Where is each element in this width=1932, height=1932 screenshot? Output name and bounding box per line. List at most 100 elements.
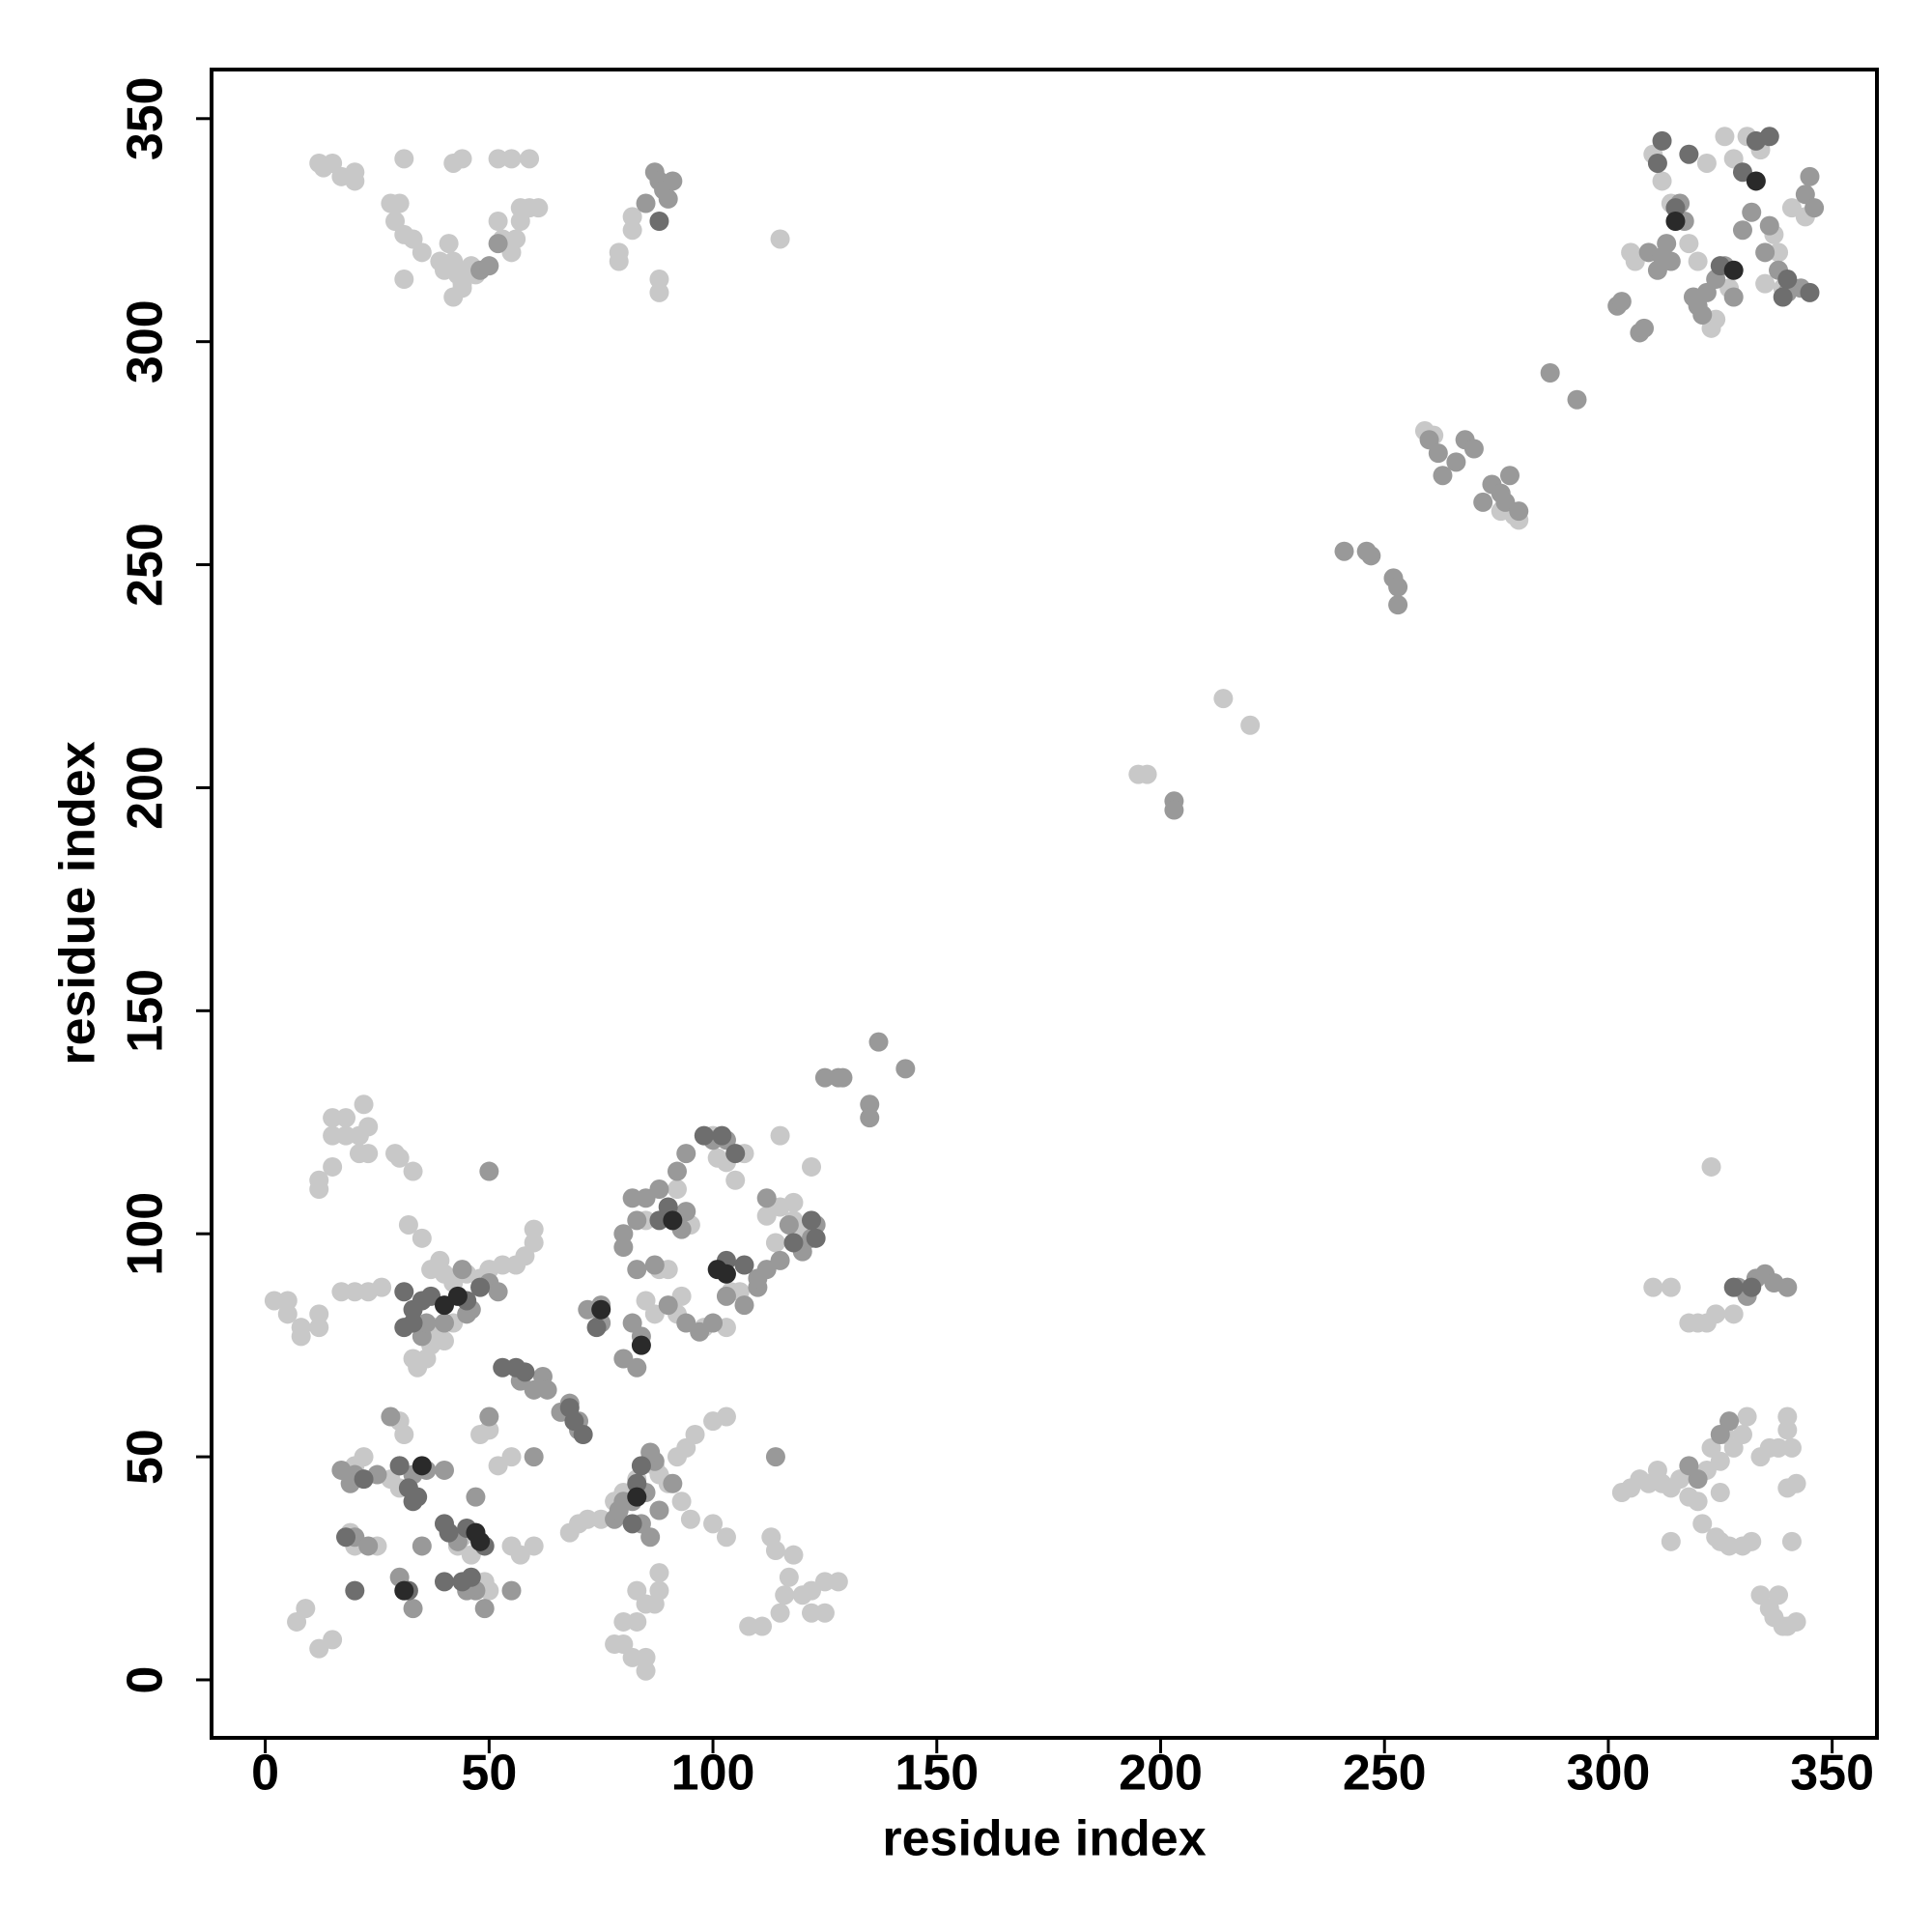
point <box>1777 1277 1798 1297</box>
point <box>1164 800 1184 820</box>
point <box>354 1469 374 1490</box>
point <box>765 1447 785 1467</box>
point <box>398 1214 418 1235</box>
point <box>627 1473 647 1493</box>
point <box>613 1237 634 1258</box>
point <box>783 1233 804 1253</box>
point <box>524 1447 544 1467</box>
point <box>439 1522 459 1543</box>
point <box>403 1599 423 1619</box>
point <box>667 1161 687 1181</box>
point <box>716 1286 736 1306</box>
point <box>1723 1277 1744 1297</box>
point <box>488 149 508 169</box>
point <box>389 1148 410 1168</box>
point <box>479 1161 499 1181</box>
point <box>394 1282 414 1302</box>
point <box>1652 130 1672 151</box>
point <box>309 1318 329 1338</box>
point <box>627 1260 647 1280</box>
point <box>296 1599 316 1619</box>
point <box>649 1500 669 1520</box>
point <box>515 1362 535 1382</box>
point <box>658 188 678 209</box>
point <box>644 1255 665 1275</box>
point <box>524 1219 544 1239</box>
point <box>1137 764 1157 784</box>
point <box>403 1492 423 1512</box>
point <box>1742 202 1762 222</box>
point <box>1692 1514 1713 1534</box>
point <box>323 1108 343 1128</box>
point <box>488 234 508 254</box>
point <box>622 220 642 241</box>
point <box>663 1473 683 1493</box>
point <box>345 171 365 191</box>
point <box>1723 287 1744 307</box>
point <box>716 1406 736 1427</box>
point <box>528 198 549 218</box>
point <box>1688 1469 1708 1490</box>
point <box>1657 234 1677 254</box>
point <box>1463 439 1484 459</box>
point <box>354 1094 374 1115</box>
point <box>309 1304 329 1324</box>
point <box>716 1264 736 1284</box>
point <box>524 1536 544 1556</box>
point <box>627 1487 647 1507</box>
point <box>389 193 410 213</box>
point <box>1679 234 1699 254</box>
point <box>1710 1483 1730 1503</box>
point <box>586 1318 607 1338</box>
point <box>1473 492 1493 512</box>
point <box>748 1268 768 1289</box>
point <box>1777 270 1798 290</box>
point <box>725 1170 746 1190</box>
x-tick-label: 300 <box>1567 1746 1651 1802</box>
point <box>622 1647 642 1667</box>
point <box>1759 215 1779 236</box>
point <box>434 1313 454 1333</box>
point <box>493 1255 513 1275</box>
point <box>636 1661 656 1681</box>
point <box>488 212 508 231</box>
point <box>336 1125 356 1146</box>
point <box>439 234 459 254</box>
y-tick-label: 350 <box>118 76 174 160</box>
point <box>1759 127 1779 147</box>
point <box>770 1250 790 1270</box>
point <box>434 1331 454 1351</box>
point <box>868 1032 889 1052</box>
point <box>470 1425 491 1444</box>
point <box>452 278 472 298</box>
point <box>394 149 414 169</box>
point <box>716 1527 736 1548</box>
point <box>488 1282 508 1302</box>
point <box>1723 260 1744 280</box>
point <box>452 149 472 169</box>
point <box>1361 546 1381 566</box>
y-tick-label: 150 <box>118 969 174 1053</box>
point <box>1647 153 1667 173</box>
point <box>806 1228 826 1248</box>
point <box>403 1161 423 1181</box>
point <box>452 1260 472 1280</box>
point <box>1804 198 1825 218</box>
point <box>627 1210 647 1231</box>
x-tick-label: 0 <box>251 1746 279 1802</box>
point <box>1742 1531 1762 1551</box>
point <box>1679 144 1699 164</box>
point <box>1706 1304 1726 1324</box>
point <box>770 1125 790 1146</box>
point <box>1661 1277 1681 1297</box>
point <box>627 1357 647 1378</box>
point <box>631 1456 651 1476</box>
point <box>649 212 669 231</box>
point <box>649 282 669 302</box>
point <box>802 1603 822 1623</box>
point <box>814 1572 835 1592</box>
point <box>1732 1425 1752 1444</box>
point <box>1240 715 1261 735</box>
point <box>649 1563 669 1583</box>
